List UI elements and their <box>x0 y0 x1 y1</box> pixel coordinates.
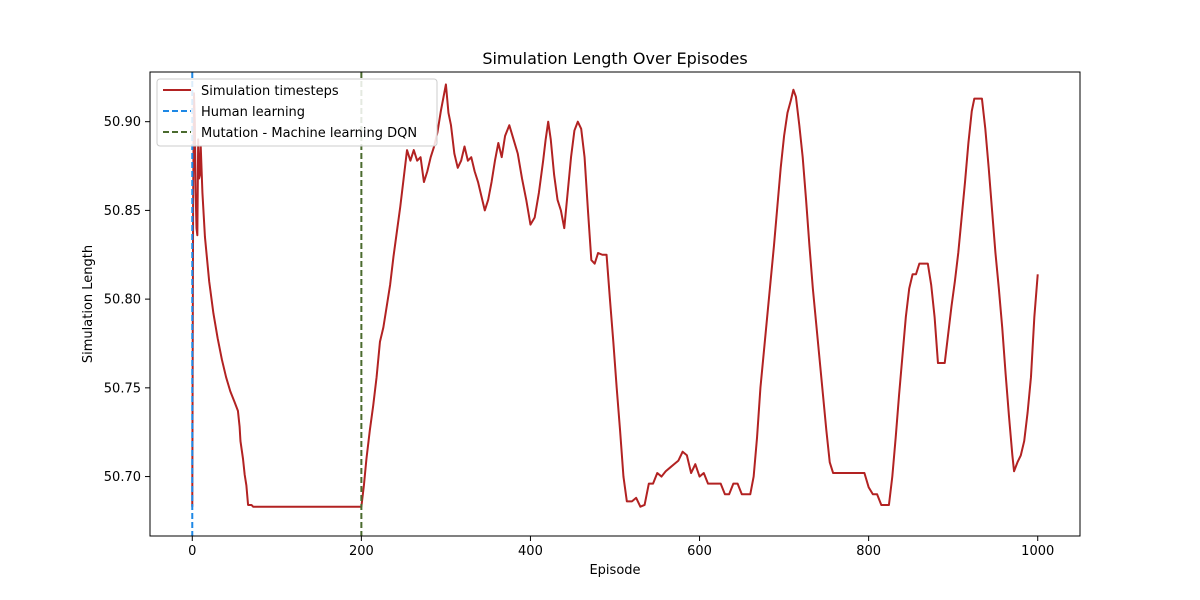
series-layer <box>191 72 1039 536</box>
x-tick-label: 0 <box>188 544 196 559</box>
chart-title: Simulation Length Over Episodes <box>482 49 747 68</box>
y-axis: 50.70 50.75 50.80 50.85 50.90 <box>104 115 150 485</box>
plot-frame <box>149 71 1081 537</box>
legend-label-human-learning: Human learning <box>201 105 305 120</box>
plot-area <box>150 72 1080 536</box>
legend: Simulation timesteps Human learning Muta… <box>156 78 438 147</box>
x-tick-label: 800 <box>856 544 881 559</box>
x-tick-label: 400 <box>518 544 543 559</box>
series-simulation-timesteps <box>191 83 1039 508</box>
x-tick-label: 200 <box>349 544 374 559</box>
y-tick-label: 50.90 <box>104 115 141 130</box>
y-axis-label: Simulation Length <box>81 245 96 363</box>
legend-label-mutation-dqn: Mutation - Machine learning DQN <box>201 126 417 141</box>
x-tick-label: 600 <box>687 544 712 559</box>
y-tick-label: 50.75 <box>104 381 141 396</box>
legend-label-simulation-timesteps: Simulation timesteps <box>201 84 339 99</box>
y-tick-label: 50.70 <box>104 470 141 485</box>
y-tick-label: 50.80 <box>104 293 141 308</box>
y-tick-label: 50.85 <box>104 204 141 219</box>
x-tick-label: 1000 <box>1021 544 1054 559</box>
x-axis-label: Episode <box>589 563 640 578</box>
legend-box <box>156 78 438 147</box>
x-axis: 0 200 400 600 800 1000 <box>188 536 1054 559</box>
